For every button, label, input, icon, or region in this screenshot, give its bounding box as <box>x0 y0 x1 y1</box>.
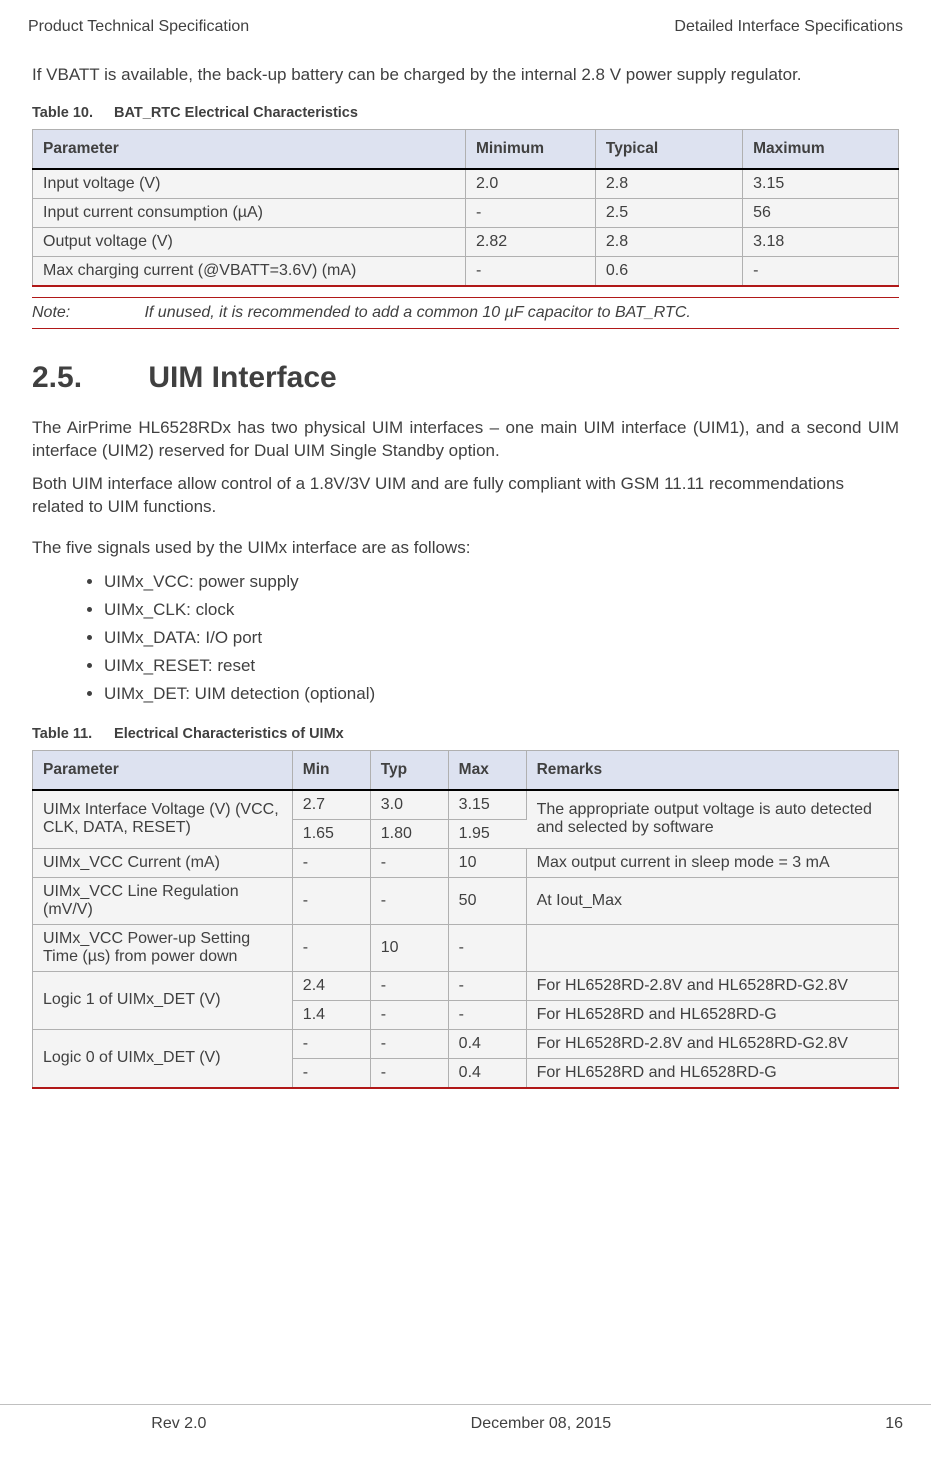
table-row: UIMx_VCC Power-up Setting Time (µs) from… <box>33 924 899 971</box>
section-title: UIM Interface <box>148 361 336 394</box>
table11-h0: Parameter <box>33 750 293 790</box>
section-p2: Both UIM interface allow control of a 1.… <box>32 473 899 519</box>
list-item: UIMx_VCC: power supply <box>104 568 899 596</box>
table-row: UIMx_VCC Current (mA)--10Max output curr… <box>33 848 899 877</box>
page-header: Product Technical Specification Detailed… <box>28 18 903 36</box>
section-p1: The AirPrime HL6528RDx has two physical … <box>32 417 899 463</box>
list-item: UIMx_RESET: reset <box>104 652 899 680</box>
footer-rev: Rev 2.0 <box>28 1415 330 1433</box>
table-row: Max charging current (@VBATT=3.6V) (mA)-… <box>33 256 899 286</box>
table10-caption-num: Table 10. <box>32 105 110 121</box>
table-row: UIMx Interface Voltage (V) (VCC, CLK, DA… <box>33 790 899 820</box>
table-row: Input voltage (V)2.02.83.15 <box>33 169 899 199</box>
table10-h0: Parameter <box>33 129 466 169</box>
table11-header-row: Parameter Min Typ Max Remarks <box>33 750 899 790</box>
page-footer: Rev 2.0 December 08, 2015 16 <box>0 1404 931 1433</box>
table11-h2: Typ <box>370 750 448 790</box>
table10-caption: Table 10. BAT_RTC Electrical Characteris… <box>32 105 899 121</box>
intro-paragraph: If VBATT is available, the back-up batte… <box>32 64 899 87</box>
table10-h1: Minimum <box>466 129 596 169</box>
table11-caption: Table 11. Electrical Characteristics of … <box>32 726 899 742</box>
table-row: Output voltage (V)2.822.83.18 <box>33 227 899 256</box>
header-left: Product Technical Specification <box>28 18 249 36</box>
table10-body: Input voltage (V)2.02.83.15 Input curren… <box>33 169 899 286</box>
table11-caption-num: Table 11. <box>32 726 110 742</box>
table11-body: UIMx Interface Voltage (V) (VCC, CLK, DA… <box>33 790 899 1088</box>
table-row: Input current consumption (µA)-2.556 <box>33 198 899 227</box>
table10-h3: Maximum <box>743 129 899 169</box>
table10-caption-text: BAT_RTC Electrical Characteristics <box>114 105 358 121</box>
list-item: UIMx_DATA: I/O port <box>104 624 899 652</box>
table-row: UIMx_VCC Line Regulation (mV/V)--50At Io… <box>33 877 899 924</box>
section-p3: The five signals used by the UIMx interf… <box>32 537 899 560</box>
table11-caption-text: Electrical Characteristics of UIMx <box>114 726 344 742</box>
table11-h1: Min <box>292 750 370 790</box>
table10-h2: Typical <box>595 129 742 169</box>
signal-list: UIMx_VCC: power supply UIMx_CLK: clock U… <box>104 568 899 708</box>
table10-header-row: Parameter Minimum Typical Maximum <box>33 129 899 169</box>
note-text: If unused, it is recommended to add a co… <box>144 304 690 321</box>
note-box: Note: If unused, it is recommended to ad… <box>32 297 899 329</box>
table11-h4: Remarks <box>526 750 898 790</box>
note-label: Note: <box>32 304 140 322</box>
table10: Parameter Minimum Typical Maximum Input … <box>32 129 899 287</box>
section-heading: 2.5. UIM Interface <box>32 361 899 395</box>
header-right: Detailed Interface Specifications <box>674 18 903 36</box>
footer-page: 16 <box>752 1415 903 1433</box>
section-number: 2.5. <box>32 361 140 395</box>
list-item: UIMx_DET: UIM detection (optional) <box>104 680 899 708</box>
table-row: Logic 0 of UIMx_DET (V) --0.4For HL6528R… <box>33 1029 899 1058</box>
table-row: Logic 1 of UIMx_DET (V) 2.4--For HL6528R… <box>33 971 899 1000</box>
table11-h3: Max <box>448 750 526 790</box>
page-content: If VBATT is available, the back-up batte… <box>28 64 903 1089</box>
table11: Parameter Min Typ Max Remarks UIMx Inter… <box>32 750 899 1089</box>
footer-date: December 08, 2015 <box>330 1415 752 1433</box>
list-item: UIMx_CLK: clock <box>104 596 899 624</box>
